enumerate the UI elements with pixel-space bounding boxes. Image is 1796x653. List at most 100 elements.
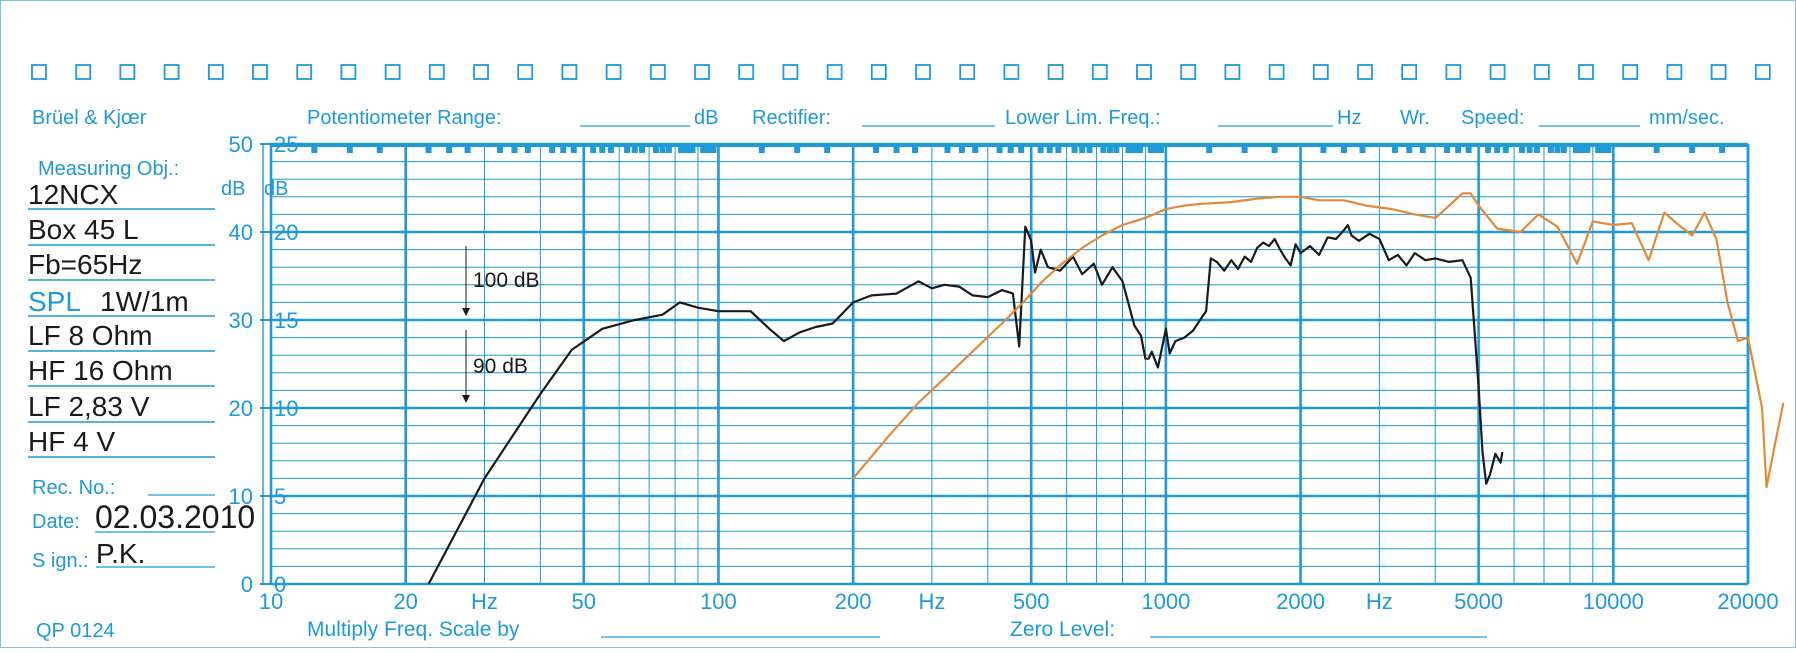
x-tick-label: 5000: [1454, 589, 1503, 614]
x-tick-label: 20: [393, 589, 417, 614]
top-tick: [1419, 144, 1426, 153]
top-tick: [659, 144, 666, 153]
top-tick: [425, 144, 432, 153]
top-tick: [1578, 144, 1585, 153]
top-tick: [958, 144, 965, 153]
sprocket-hole: [826, 64, 843, 80]
top-tick: [1502, 144, 1509, 153]
top-tick: [497, 144, 504, 153]
top-tick: [1653, 144, 1660, 153]
top-tick: [893, 144, 900, 153]
sprocket-hole: [561, 64, 578, 80]
top-tick: [1147, 144, 1154, 153]
ref-90-label: 90 dB: [473, 355, 528, 378]
top-tick: [1157, 144, 1164, 153]
top-tick: [683, 144, 690, 153]
sprocket-hole: [31, 64, 47, 80]
top-tick: [464, 144, 471, 153]
top-tick: [1494, 144, 1501, 153]
sprocket-hole: [1268, 64, 1285, 80]
zero-level-label: Zero Level:: [1010, 618, 1115, 641]
top-tick: [1131, 144, 1138, 153]
obj-line-4: 1W/1m: [100, 286, 189, 317]
top-tick: [1518, 144, 1525, 153]
top-tick: [1125, 144, 1132, 153]
top-tick: [1526, 144, 1533, 153]
potentiometer-range-label: Potentiometer Range:: [307, 107, 502, 129]
sprocket-hole: [1710, 64, 1727, 80]
y-tick-label-50: 20: [229, 396, 253, 421]
top-tick: [1079, 144, 1086, 153]
top-tick: [1406, 144, 1413, 153]
sprocket-hole: [473, 64, 489, 80]
top-tick: [1444, 144, 1451, 153]
top-tick: [1071, 144, 1078, 153]
top-tick: [1719, 144, 1726, 153]
sprocket-hole: [694, 64, 710, 80]
y-tick-label-50: 10: [229, 484, 253, 509]
top-tick: [1572, 144, 1579, 153]
sprocket-hole: [1047, 64, 1064, 80]
top-tick: [1113, 144, 1120, 153]
top-tick: [652, 144, 659, 153]
speed-unit: mm/sec.: [1649, 107, 1725, 129]
top-tick: [705, 144, 712, 153]
x-tick-label: Hz: [471, 589, 498, 614]
y-unit-label-50: dB: [221, 178, 245, 200]
ref-90-arrow: [462, 395, 470, 403]
x-axis-labels: 10 20 Hz 50 100 200 Hz 500 1000 2000 Hz 5000 10000 20…: [259, 589, 1779, 614]
top-tick: [678, 144, 685, 153]
top-tick: [446, 144, 453, 153]
top-tick: [1136, 144, 1143, 153]
y-tick-label-25: 10: [274, 396, 298, 421]
top-tick: [1533, 144, 1540, 153]
top-tick: [346, 144, 353, 153]
x-tick-label: 2000: [1276, 589, 1325, 614]
sprocket-hole: [1578, 64, 1594, 80]
x-tick-label: 500: [1013, 589, 1050, 614]
top-tick: [1554, 144, 1561, 153]
ref-100-arrow: [462, 308, 470, 316]
x-tick-label: 200: [835, 589, 872, 614]
top-tick: [665, 144, 672, 153]
y-tick-label-50: 50: [229, 132, 253, 157]
top-tick: [912, 144, 919, 153]
rec-no-label: Rec. No.:: [32, 477, 115, 499]
response-curve-2: [852, 192, 1785, 489]
top-tick: [873, 144, 880, 153]
top-tick: [1605, 144, 1612, 153]
top-tick: [1100, 144, 1107, 153]
top-tick: [560, 144, 567, 153]
y-tick-label-25: 25: [274, 132, 298, 157]
y-tick-label-25: 5: [274, 484, 286, 509]
measuring-obj-label: Measuring Obj.:: [38, 158, 179, 180]
sprocket-hole: [384, 64, 401, 80]
sprocket-hole: [428, 64, 445, 80]
sprocket-hole: [605, 64, 622, 80]
spl-label: SPL: [28, 286, 81, 317]
top-tick: [1455, 144, 1462, 153]
top-tick: [1391, 144, 1398, 153]
top-tick: [996, 144, 1003, 153]
y-tick-label-50: 30: [229, 308, 253, 333]
sprocket-hole: [1445, 64, 1462, 80]
sprocket-hole: [1357, 64, 1373, 80]
top-tick: [1689, 144, 1696, 153]
top-tick: [639, 144, 646, 153]
sprocket-hole: [75, 64, 92, 80]
top-tick: [972, 144, 979, 153]
top-tick: [1359, 144, 1366, 153]
obj-line-2: Box 45 L: [28, 214, 139, 245]
top-tick: [590, 144, 597, 153]
top-tick: [376, 144, 383, 153]
top-tick: [631, 144, 638, 153]
sprocket-hole-row: [31, 64, 1771, 80]
top-tick: [1086, 144, 1093, 153]
top-tick: [1485, 144, 1492, 153]
top-tick: [599, 144, 606, 153]
sprocket-hole: [1489, 64, 1506, 80]
sprocket-hole: [1754, 64, 1771, 80]
sprocket-hole: [738, 64, 755, 80]
